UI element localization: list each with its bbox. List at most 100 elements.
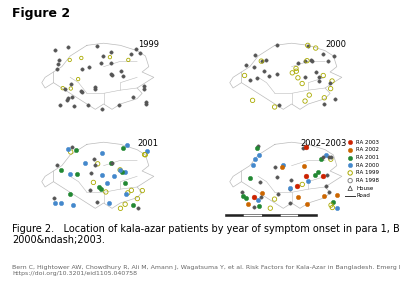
- Point: [108, 161, 114, 166]
- Point: [54, 66, 60, 71]
- Point: [258, 59, 265, 64]
- Point: [287, 200, 294, 205]
- Point: [65, 147, 71, 152]
- Bar: [243, 214, 262, 215]
- Point: [257, 180, 264, 185]
- Point: [301, 164, 308, 168]
- Point: [98, 60, 104, 65]
- Point: [312, 46, 319, 50]
- Point: [86, 64, 92, 69]
- Point: [324, 172, 330, 177]
- Point: [329, 79, 335, 83]
- Point: [312, 172, 318, 177]
- Point: [328, 203, 334, 208]
- Text: RA 2000: RA 2000: [356, 163, 379, 168]
- Point: [274, 43, 280, 48]
- Point: [54, 162, 60, 167]
- Point: [250, 64, 257, 69]
- Point: [305, 178, 312, 183]
- Point: [321, 95, 328, 100]
- Point: [320, 154, 326, 159]
- Point: [295, 75, 301, 80]
- Point: [320, 52, 326, 57]
- Point: [347, 140, 353, 145]
- Point: [251, 205, 258, 209]
- Text: 1999: 1999: [138, 40, 159, 49]
- Point: [306, 93, 312, 98]
- Point: [141, 84, 147, 89]
- Point: [74, 171, 80, 176]
- Point: [94, 161, 101, 166]
- Point: [56, 102, 63, 107]
- Point: [96, 185, 103, 190]
- Point: [252, 157, 258, 162]
- Text: RA 2001: RA 2001: [356, 155, 379, 160]
- Point: [309, 58, 315, 63]
- Point: [85, 102, 92, 107]
- Point: [293, 183, 300, 188]
- Point: [122, 202, 128, 207]
- Point: [75, 77, 81, 82]
- Point: [124, 190, 131, 195]
- Point: [299, 182, 306, 187]
- Point: [58, 168, 64, 172]
- Point: [251, 194, 257, 199]
- Point: [124, 143, 130, 148]
- Point: [99, 150, 106, 155]
- Point: [326, 154, 332, 159]
- Point: [144, 149, 151, 154]
- Point: [323, 184, 329, 188]
- Text: 2000&ndash;2003.: 2000&ndash;2003.: [12, 236, 105, 245]
- Text: Bern C, Hightower AW, Chowdhury R, Ali M, Amann J, Wagatsuma Y, et al. Risk Fact: Bern C, Hightower AW, Chowdhury R, Ali M…: [12, 266, 400, 276]
- Point: [328, 86, 334, 91]
- Point: [103, 190, 109, 194]
- Point: [142, 100, 149, 104]
- Point: [272, 105, 278, 110]
- Point: [315, 170, 322, 175]
- Point: [56, 57, 62, 62]
- Point: [130, 94, 136, 99]
- Point: [70, 202, 76, 207]
- Point: [141, 152, 148, 157]
- Point: [321, 101, 328, 106]
- Point: [70, 104, 77, 109]
- Point: [68, 86, 74, 91]
- Point: [328, 154, 335, 159]
- Point: [299, 81, 305, 86]
- Point: [328, 157, 334, 162]
- Point: [120, 146, 126, 151]
- Point: [134, 206, 141, 211]
- Point: [326, 81, 333, 86]
- Point: [279, 165, 285, 170]
- Point: [121, 169, 128, 174]
- Point: [275, 192, 282, 197]
- Point: [108, 60, 114, 65]
- Point: [323, 153, 329, 158]
- Point: [92, 163, 99, 168]
- Text: Figure 2.   Location of kala-azar patients by year of symptom onset in para 1, B: Figure 2. Location of kala-azar patients…: [12, 224, 400, 233]
- Point: [267, 206, 274, 211]
- Point: [52, 48, 59, 53]
- Point: [51, 195, 57, 200]
- Point: [258, 191, 265, 196]
- Point: [130, 202, 136, 207]
- Point: [82, 161, 89, 166]
- Point: [69, 94, 76, 99]
- Point: [347, 186, 353, 191]
- Point: [302, 99, 308, 103]
- Point: [73, 148, 80, 153]
- Point: [252, 52, 258, 57]
- Bar: [280, 214, 298, 215]
- Point: [334, 206, 340, 210]
- Point: [139, 188, 146, 193]
- Point: [261, 69, 267, 74]
- Point: [92, 84, 98, 89]
- Point: [318, 157, 324, 161]
- Text: 2002–2003: 2002–2003: [300, 139, 347, 148]
- Point: [68, 145, 75, 149]
- Point: [68, 150, 74, 154]
- Point: [347, 155, 353, 160]
- Point: [316, 74, 322, 79]
- Point: [52, 201, 58, 206]
- Text: RA 2002: RA 2002: [356, 147, 379, 152]
